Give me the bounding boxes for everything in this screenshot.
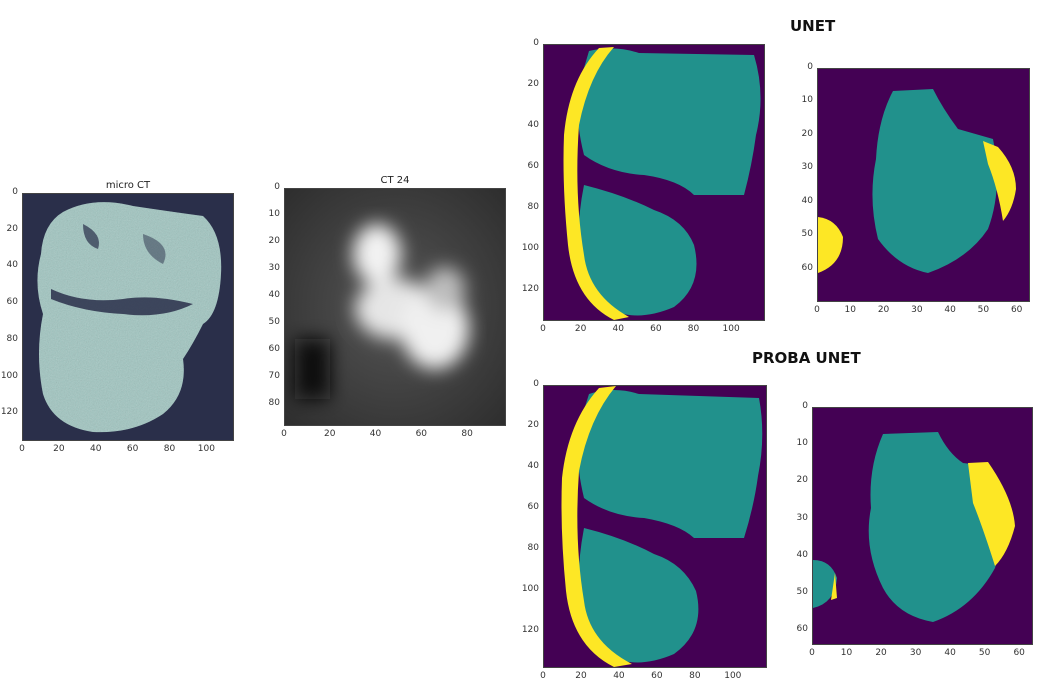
proba_small-xtick: 20 bbox=[875, 648, 887, 658]
unet_small-ytick: 0 bbox=[807, 62, 813, 72]
proba_small-xtick: 10 bbox=[840, 648, 853, 658]
proba_big-xtick: 0 bbox=[540, 671, 546, 681]
ct24-xtick: 20 bbox=[324, 429, 336, 439]
microct-xtick: 0 bbox=[19, 444, 25, 454]
unet_big-ytick: 20 bbox=[527, 79, 539, 90]
proba_small-ytick: 50 bbox=[796, 586, 808, 597]
unet_big-xtick: 100 bbox=[722, 324, 740, 334]
unet_big-xtick: 20 bbox=[574, 324, 587, 334]
unet_small-xtick: 0 bbox=[814, 305, 820, 315]
unet_big-ytick: 80 bbox=[527, 202, 539, 213]
ct24-ytick: 20 bbox=[268, 236, 280, 247]
proba-big-segmentation bbox=[543, 385, 767, 668]
proba_big-ytick: 40 bbox=[527, 461, 539, 472]
proba_big-xtick: 80 bbox=[689, 671, 701, 681]
unet_big-ytick: 100 bbox=[521, 243, 539, 254]
unet-small-segmentation bbox=[817, 68, 1030, 302]
ct24-xtick: 80 bbox=[461, 429, 473, 439]
microct-xtick: 100 bbox=[197, 444, 215, 454]
microct-xtick: 40 bbox=[90, 444, 102, 454]
proba_big-xtick: 100 bbox=[724, 671, 742, 681]
microct-xtick: 80 bbox=[163, 444, 176, 454]
proba_big-ytick: 20 bbox=[527, 420, 539, 430]
microct-title: micro CT bbox=[105, 180, 151, 191]
ct24-ytick: 40 bbox=[268, 290, 280, 301]
proba-small-segmentation bbox=[812, 407, 1033, 645]
unet_big-ytick: 60 bbox=[527, 161, 539, 172]
unet_small-ytick: 50 bbox=[801, 229, 813, 240]
proba-unet-section-title: PROBA UNET bbox=[752, 349, 861, 367]
ct24-title: CT 24 bbox=[380, 175, 410, 186]
unet_small-xtick: 30 bbox=[911, 305, 923, 315]
proba_small-xtick: 50 bbox=[978, 648, 991, 658]
microct-ytick: 100 bbox=[0, 370, 18, 381]
unet-section-title: UNET bbox=[790, 17, 836, 35]
unet_small-ytick: 60 bbox=[801, 262, 813, 273]
unet_small-xtick: 20 bbox=[877, 305, 890, 315]
proba_small-xtick: 30 bbox=[909, 648, 922, 658]
microct-ytick: 0 bbox=[12, 187, 18, 197]
unet_big-xtick: 80 bbox=[687, 324, 700, 334]
proba_small-xtick: 60 bbox=[1013, 648, 1025, 658]
unet_small-xtick: 40 bbox=[944, 305, 956, 315]
ct24-ytick: 70 bbox=[268, 371, 280, 382]
unet_small-ytick: 30 bbox=[801, 162, 813, 173]
proba_small-ytick: 10 bbox=[796, 438, 808, 449]
ct24-ytick: 80 bbox=[268, 398, 280, 409]
unet_small-xtick: 60 bbox=[1010, 305, 1023, 315]
ct24-xtick: 0 bbox=[281, 429, 287, 439]
microct-xtick: 20 bbox=[53, 444, 65, 454]
unet_big-ytick: 120 bbox=[521, 284, 539, 295]
proba_big-ytick: 80 bbox=[527, 543, 539, 554]
unet_big-ytick: 40 bbox=[527, 120, 539, 131]
unet_big-xtick: 40 bbox=[612, 324, 624, 334]
unet_big-ytick: 0 bbox=[533, 38, 539, 48]
microct-ytick: 60 bbox=[6, 297, 18, 308]
proba_big-xtick: 20 bbox=[575, 671, 587, 681]
unet_small-ytick: 10 bbox=[801, 95, 813, 106]
ct24-xtick: 40 bbox=[369, 429, 382, 439]
unet_small-xtick: 10 bbox=[844, 305, 856, 315]
ct24-ytick: 0 bbox=[274, 182, 280, 192]
ct24-ytick: 30 bbox=[268, 263, 280, 274]
proba_big-ytick: 0 bbox=[533, 379, 539, 389]
unet_small-ytick: 20 bbox=[801, 128, 813, 139]
proba_small-ytick: 40 bbox=[796, 549, 808, 560]
ct24-image bbox=[284, 188, 506, 426]
ct24-xtick: 60 bbox=[415, 429, 428, 439]
microct-ytick: 20 bbox=[6, 223, 18, 234]
proba_big-ytick: 60 bbox=[527, 502, 539, 513]
proba_small-ytick: 0 bbox=[802, 401, 808, 411]
proba_big-ytick: 100 bbox=[521, 584, 539, 595]
unet_big-xtick: 60 bbox=[650, 324, 662, 334]
microct-ytick: 40 bbox=[6, 260, 18, 271]
proba_small-ytick: 20 bbox=[796, 475, 808, 486]
ct24-ytick: 10 bbox=[268, 209, 280, 220]
microct-xtick: 60 bbox=[126, 444, 139, 454]
proba_small-xtick: 0 bbox=[809, 648, 815, 658]
unet_small-ytick: 40 bbox=[801, 195, 813, 206]
ct24-ytick: 50 bbox=[268, 317, 280, 328]
unet_small-xtick: 50 bbox=[977, 305, 990, 315]
unet-big-segmentation bbox=[543, 44, 765, 321]
proba_big-xtick: 60 bbox=[651, 671, 663, 681]
proba_small-xtick: 40 bbox=[944, 648, 956, 658]
ct24-ytick: 60 bbox=[268, 344, 280, 355]
unet_big-xtick: 0 bbox=[540, 324, 546, 334]
proba_small-ytick: 60 bbox=[796, 624, 808, 635]
proba_big-xtick: 40 bbox=[613, 671, 625, 681]
microct-ytick: 80 bbox=[6, 333, 18, 344]
proba_big-ytick: 120 bbox=[521, 625, 539, 636]
proba_small-ytick: 30 bbox=[796, 512, 808, 523]
microct-image bbox=[22, 193, 234, 441]
microct-ytick: 120 bbox=[0, 407, 18, 418]
